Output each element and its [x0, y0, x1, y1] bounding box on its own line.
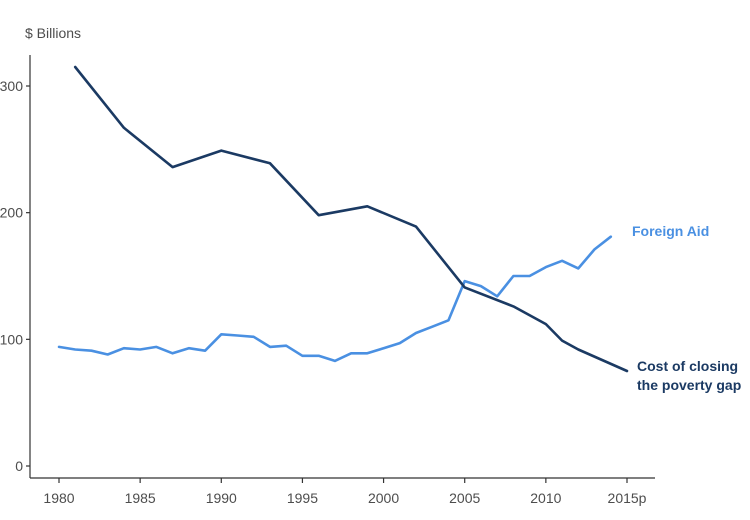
series-label-foreign-aid: Foreign Aid: [632, 223, 709, 239]
y-tick-label: 100: [0, 331, 23, 347]
y-tick-label: 200: [0, 205, 23, 221]
series-labels: Foreign Aid Cost of closing the poverty ga…: [632, 223, 741, 393]
series-label-poverty-gap: Cost of closing the poverty gap: [637, 358, 741, 393]
x-axis-ticks: 1980 1985 1990 1995 2000 2005 2010 2015p: [43, 478, 647, 506]
x-tick-label: 1995: [287, 490, 318, 506]
x-tick-label: 2000: [368, 490, 399, 506]
series-lines: [57, 65, 629, 373]
y-axis-ticks: 0 100 200 300: [0, 78, 30, 474]
y-tick-label: 0: [15, 458, 23, 474]
series-line-1: [73, 65, 629, 373]
y-axis-unit-label: $ Billions: [25, 25, 81, 41]
series-label-line: Cost of closing: [637, 358, 738, 374]
x-tick-label: 1990: [206, 490, 237, 506]
x-tick-label: 2005: [449, 490, 480, 506]
series-label-line: the poverty gap: [637, 377, 741, 393]
x-tick-label: 1985: [125, 490, 156, 506]
x-tick-label: 2015p: [608, 490, 647, 506]
series-line-0: [57, 235, 613, 363]
y-tick-label: 300: [0, 78, 23, 94]
x-tick-label: 2010: [530, 490, 561, 506]
x-tick-label: 1980: [43, 490, 74, 506]
